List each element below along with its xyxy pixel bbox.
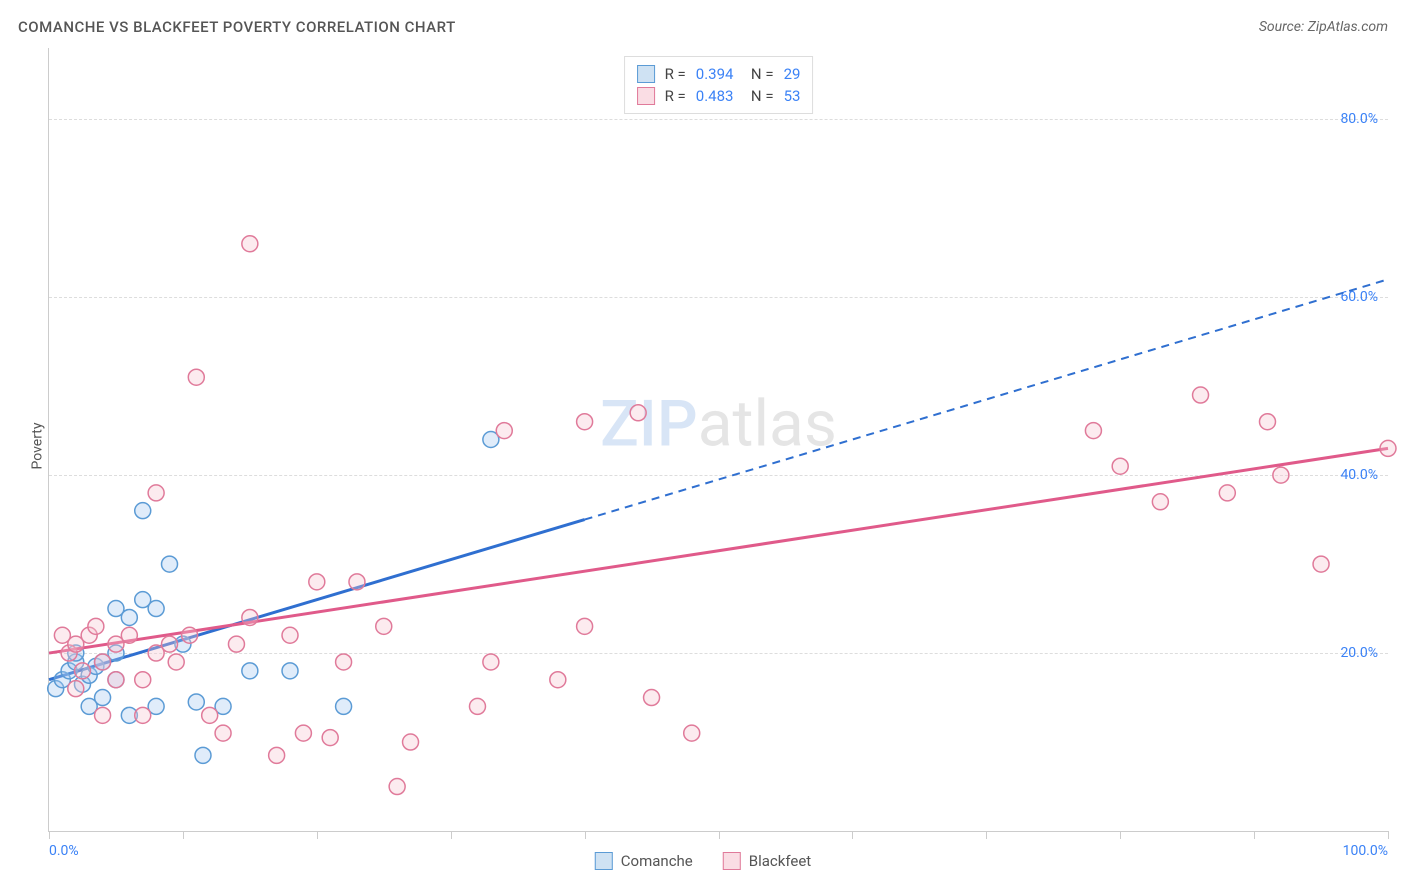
chart-title: COMANCHE VS BLACKFEET POVERTY CORRELATIO… xyxy=(18,18,456,36)
data-point xyxy=(1313,556,1329,572)
y-axis-label: Poverty xyxy=(30,422,46,469)
x-tick xyxy=(1254,831,1255,839)
data-point xyxy=(389,779,405,795)
r-value-blackfeet: 0.483 xyxy=(696,87,734,105)
data-point xyxy=(550,672,566,688)
data-point xyxy=(135,707,151,723)
data-point xyxy=(1112,458,1128,474)
data-point xyxy=(88,618,104,634)
data-point xyxy=(1193,387,1209,403)
x-tick xyxy=(1388,831,1389,839)
data-point xyxy=(135,672,151,688)
data-point xyxy=(644,690,660,706)
data-point xyxy=(68,681,84,697)
data-point xyxy=(135,503,151,519)
data-point xyxy=(242,663,258,679)
x-tick xyxy=(986,831,987,839)
data-point xyxy=(242,609,258,625)
trend-line-extrapolated xyxy=(585,279,1388,519)
data-point xyxy=(168,654,184,670)
data-point xyxy=(403,734,419,750)
x-tick xyxy=(585,831,586,839)
data-point xyxy=(95,690,111,706)
source-label: Source: ZipAtlas.com xyxy=(1259,19,1388,35)
data-point xyxy=(242,236,258,252)
data-point xyxy=(684,725,700,741)
data-point xyxy=(182,627,198,643)
x-tick xyxy=(317,831,318,839)
legend-swatch xyxy=(595,852,613,870)
data-point xyxy=(376,618,392,634)
chart-header: COMANCHE VS BLACKFEET POVERTY CORRELATIO… xyxy=(18,18,1388,36)
data-point xyxy=(295,725,311,741)
data-point xyxy=(1085,423,1101,439)
data-point xyxy=(95,707,111,723)
data-point xyxy=(148,485,164,501)
scatter-svg xyxy=(49,48,1388,831)
data-point xyxy=(162,636,178,652)
x-tick xyxy=(451,831,452,839)
data-point xyxy=(469,698,485,714)
data-point xyxy=(202,707,218,723)
data-point xyxy=(121,609,137,625)
x-tick xyxy=(852,831,853,839)
data-point xyxy=(108,672,124,688)
x-axis-min-label: 0.0% xyxy=(49,843,79,859)
data-point xyxy=(188,369,204,385)
chart-plot-area: ZIPatlas R = 0.394 N = 29 R = 0.483 N = … xyxy=(48,48,1388,832)
x-axis-max-label: 100.0% xyxy=(1343,843,1388,859)
legend-label: Comanche xyxy=(621,852,693,870)
x-tick xyxy=(719,831,720,839)
series-legend: Comanche Blackfeet xyxy=(595,852,811,870)
data-point xyxy=(483,654,499,670)
data-point xyxy=(309,574,325,590)
legend-item: Comanche xyxy=(595,852,693,870)
data-point xyxy=(269,747,285,763)
data-point xyxy=(1152,494,1168,510)
data-point xyxy=(630,405,646,421)
legend-item: Blackfeet xyxy=(723,852,811,870)
x-tick xyxy=(183,831,184,839)
legend-row-blackfeet: R = 0.483 N = 53 xyxy=(637,85,801,107)
data-point xyxy=(148,601,164,617)
data-point xyxy=(121,627,137,643)
x-tick xyxy=(1120,831,1121,839)
data-point xyxy=(577,618,593,634)
data-point xyxy=(228,636,244,652)
data-point xyxy=(496,423,512,439)
data-point xyxy=(215,725,231,741)
data-point xyxy=(188,694,204,710)
legend-swatch xyxy=(723,852,741,870)
correlation-legend: R = 0.394 N = 29 R = 0.483 N = 53 xyxy=(624,56,814,114)
data-point xyxy=(282,663,298,679)
data-point xyxy=(349,574,365,590)
data-point xyxy=(74,663,90,679)
n-value-blackfeet: 53 xyxy=(784,87,801,105)
data-point xyxy=(282,627,298,643)
data-point xyxy=(95,654,111,670)
x-tick xyxy=(49,831,50,839)
data-point xyxy=(322,730,338,746)
legend-label: Blackfeet xyxy=(749,852,811,870)
n-value-comanche: 29 xyxy=(784,65,801,83)
data-point xyxy=(1259,414,1275,430)
data-point xyxy=(195,747,211,763)
legend-swatch-comanche xyxy=(637,65,655,83)
r-value-comanche: 0.394 xyxy=(696,65,734,83)
data-point xyxy=(1273,467,1289,483)
data-point xyxy=(336,698,352,714)
data-point xyxy=(1219,485,1235,501)
legend-row-comanche: R = 0.394 N = 29 xyxy=(637,63,801,85)
data-point xyxy=(162,556,178,572)
trend-line xyxy=(49,520,585,680)
data-point xyxy=(336,654,352,670)
data-point xyxy=(577,414,593,430)
data-point xyxy=(1380,440,1396,456)
legend-swatch-blackfeet xyxy=(637,87,655,105)
